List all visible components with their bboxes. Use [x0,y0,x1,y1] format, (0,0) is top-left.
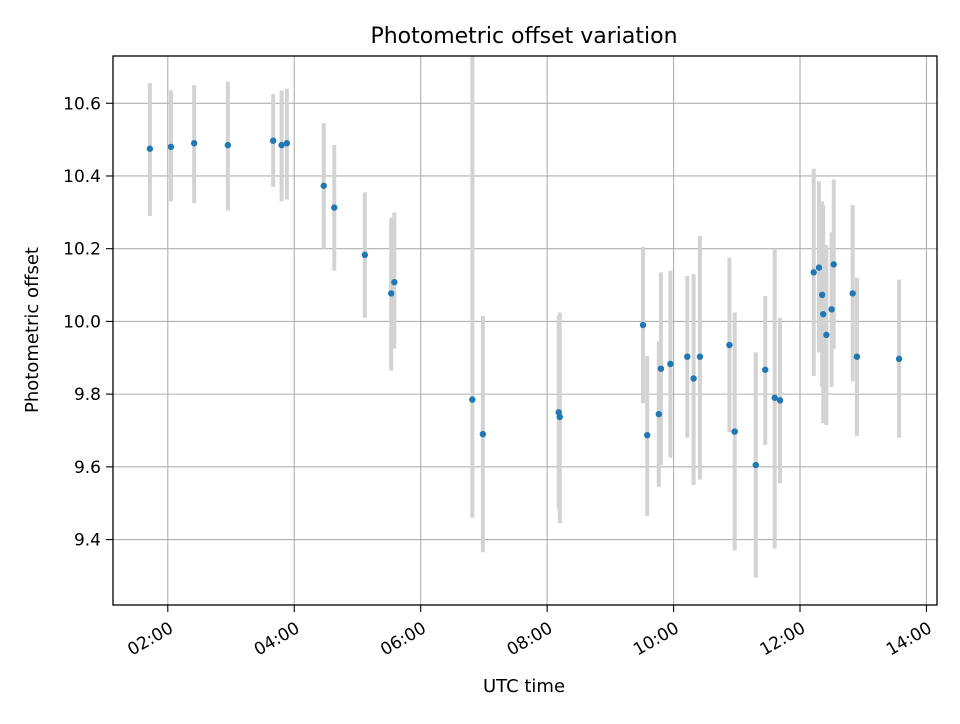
data-points [146,137,903,469]
data-point [895,355,903,363]
data-point [810,269,817,276]
x-tick-label: 08:00 [504,618,556,660]
data-point [224,141,232,149]
y-tick-label: 10.2 [63,240,101,260]
data-point [815,264,823,271]
y-axis-label: Photometric offset [22,247,43,413]
data-point [320,182,327,189]
data-point [167,143,175,151]
data-point [361,251,369,259]
chart-title: Photometric offset variation [370,24,677,49]
plot-frame [112,55,938,606]
data-point [657,365,665,372]
x-axis-label: UTC time [483,676,565,697]
data-point [283,140,291,147]
data-point [269,137,277,144]
data-point [731,428,738,435]
data-point [830,261,837,268]
y-tick-label: 9.8 [74,385,101,405]
data-point [639,321,647,329]
data-point [819,310,827,318]
data-point [696,353,704,360]
data-point [853,353,861,360]
data-point [387,290,395,297]
x-tick-label: 12:00 [757,618,809,660]
x-tick-label: 10:00 [630,618,682,660]
data-point [771,394,778,401]
data-point [667,360,674,368]
x-tick-label: 06:00 [377,618,429,660]
data-point [849,290,856,297]
error-bars [147,56,902,578]
x-tick-label: 02:00 [124,618,176,660]
y-tick-label: 10.6 [63,94,101,114]
data-point [776,397,784,404]
data-point [823,331,830,339]
data-point [479,430,487,438]
data-point [762,366,769,373]
grid [113,56,937,605]
data-point [726,341,733,349]
data-point [391,278,398,286]
data-point [331,204,338,211]
data-point [469,396,476,403]
data-point [644,432,651,439]
y-tick-label: 9.4 [74,531,101,551]
data-point [752,461,759,469]
x-tick-label: 04:00 [251,618,303,660]
data-point [556,413,563,421]
y-tick-label: 9.6 [74,458,101,478]
data-point [828,306,835,313]
data-point [655,410,663,418]
data-point [190,140,198,147]
y-tick-label: 10.0 [63,312,101,332]
x-tick-label: 14:00 [883,618,935,660]
data-point [690,375,697,382]
data-point [818,291,826,299]
y-tick-label: 10.4 [63,167,101,187]
data-point [146,145,154,152]
data-point [684,353,691,360]
data-point [278,141,285,149]
